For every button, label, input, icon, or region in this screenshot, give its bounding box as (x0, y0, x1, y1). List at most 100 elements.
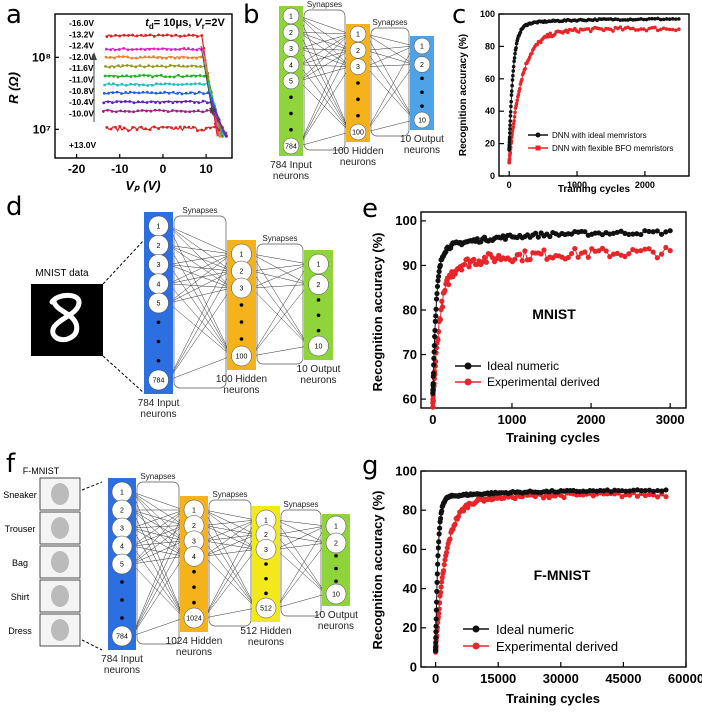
data-point (157, 33, 161, 37)
data-point (439, 574, 445, 581)
data-point (183, 125, 186, 129)
data-point (532, 230, 539, 236)
layer-caption: neurons (273, 171, 309, 182)
data-point (133, 83, 137, 86)
data-point (107, 91, 110, 95)
chart-a-frame (54, 13, 233, 159)
data-point (481, 254, 488, 260)
data-point (165, 33, 169, 37)
data-point (126, 129, 130, 133)
chart-e-xlabel: Training cycles (506, 430, 600, 445)
synapse-line (275, 519, 327, 595)
synapse-line (203, 509, 257, 521)
data-point (166, 110, 170, 113)
ellipsis-dot (120, 580, 124, 584)
data-point (663, 244, 669, 251)
data-point (509, 104, 513, 109)
synapse-line (275, 525, 327, 609)
ellipsis-dot (239, 303, 244, 307)
data-point (108, 56, 112, 59)
legend-marker-experimental (464, 378, 472, 386)
panel-label-c: c (452, 0, 467, 30)
chart-a-xlabel: Vₚ (V) (125, 178, 160, 193)
synapse-line (298, 33, 351, 49)
data-point (135, 34, 139, 38)
data-point (434, 588, 440, 594)
data-point (517, 86, 522, 91)
synapse-line (251, 287, 309, 347)
data-point (433, 296, 440, 302)
data-point (658, 251, 665, 257)
fmnist-connector-bottom (81, 639, 103, 651)
data-point (586, 27, 591, 31)
data-point (149, 100, 153, 104)
panel-label-e: e (362, 194, 378, 224)
ellipsis-dot (316, 313, 321, 318)
data-point (133, 74, 137, 78)
neuron-label: 1 (120, 490, 124, 497)
synapse-line (131, 509, 185, 542)
data-point (623, 488, 629, 494)
tick-label-y: 40 (403, 581, 417, 596)
data-point (432, 318, 438, 324)
data-point (639, 17, 643, 21)
synapse-line (131, 545, 185, 619)
layer-caption: neurons (300, 375, 336, 386)
data-point (547, 233, 553, 240)
data-point (113, 48, 117, 52)
data-point (658, 17, 663, 22)
data-point (677, 17, 681, 21)
neuron-label: 3 (240, 286, 244, 293)
ellipsis-dot (356, 113, 360, 118)
data-point (638, 487, 644, 494)
legend-label-experimental: Experimental derived (487, 375, 600, 389)
synapse-box (280, 509, 322, 617)
data-point (191, 47, 195, 51)
neuron-node (255, 539, 277, 560)
synapse-line (131, 509, 185, 565)
data-point (509, 89, 514, 93)
data-point (224, 131, 228, 135)
data-point (193, 101, 196, 104)
synapse-line (298, 33, 351, 65)
neuron-node (308, 253, 329, 275)
layer-caption: neurons (318, 621, 354, 632)
neuron-label: 3 (264, 547, 268, 554)
data-point (180, 100, 183, 104)
synapse-line (131, 556, 185, 565)
data-point (120, 74, 124, 78)
data-point (439, 579, 445, 585)
data-point (159, 73, 163, 77)
synapse-line (131, 509, 185, 526)
synapse-box (136, 481, 180, 645)
synapse-line (203, 509, 257, 535)
synapse-label: Synapses (372, 18, 407, 27)
data-point (527, 256, 533, 263)
data-point (527, 55, 532, 59)
data-point (433, 644, 439, 650)
neuron-node (308, 274, 329, 295)
data-point (141, 90, 145, 94)
data-point (196, 35, 199, 38)
synapse-line (131, 509, 185, 637)
data-point (634, 231, 640, 237)
data-point (547, 34, 551, 39)
data-point (175, 100, 179, 104)
data-point (627, 492, 633, 498)
tick-label-y: 80 (403, 302, 417, 317)
tick-label-y: 100 (480, 9, 495, 19)
data-point (433, 629, 439, 635)
data-point (641, 27, 646, 31)
mnist-connector-top (102, 239, 145, 285)
neuron-node (231, 345, 252, 367)
tick-label-y: 80 (485, 41, 495, 51)
data-point (163, 82, 167, 86)
layer-caption: neurons (104, 665, 140, 676)
data-point (642, 492, 648, 499)
tick-label-y: 60 (485, 74, 495, 84)
legend-marker-experimental-g (472, 642, 480, 650)
neuron-label: 3 (192, 538, 196, 545)
data-point (150, 91, 154, 95)
data-point (184, 100, 188, 103)
